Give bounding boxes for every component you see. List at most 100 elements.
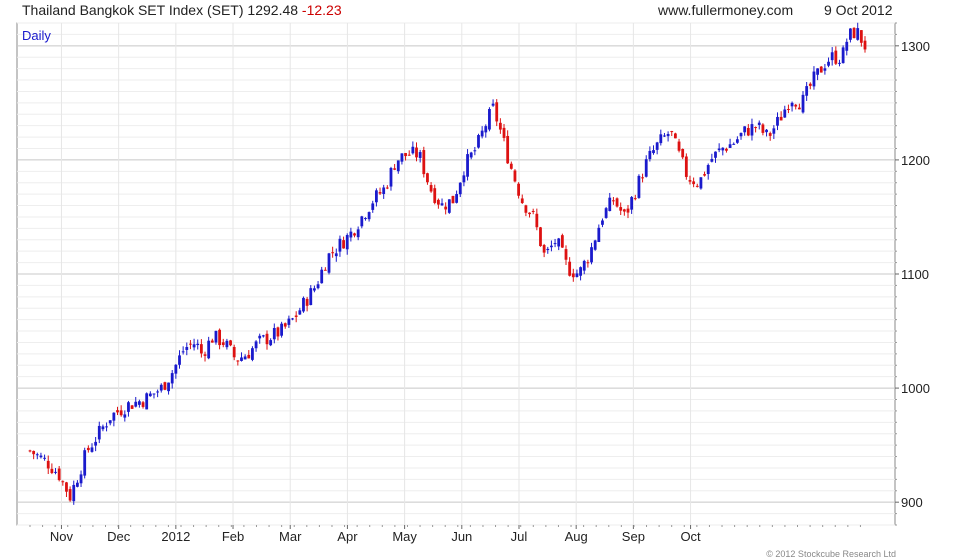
candle-body (841, 47, 845, 64)
candle-body (816, 68, 819, 75)
candle-body (50, 468, 54, 474)
candle-body (429, 185, 433, 192)
candle-body (495, 102, 499, 122)
candle-body (302, 297, 305, 312)
y-tick-label: 1100 (901, 267, 929, 282)
candle-body (39, 455, 43, 458)
candle-body (735, 139, 739, 143)
candle-body (794, 104, 798, 107)
candle-body (852, 27, 856, 39)
candle-body (834, 50, 838, 64)
candle-body (236, 360, 240, 362)
candle-body (378, 192, 382, 194)
candle-body (272, 327, 276, 340)
candle-body (134, 401, 138, 407)
candle-body (714, 151, 717, 158)
candle-body (797, 107, 801, 110)
candle-body (761, 124, 765, 133)
candle-body (269, 340, 273, 346)
candle-body (670, 131, 674, 133)
x-tick-label: Feb (222, 529, 244, 544)
candle-body (535, 213, 539, 228)
candle-body (97, 425, 101, 440)
candle-body (688, 180, 692, 182)
candle-body (838, 62, 841, 64)
candle-body (156, 391, 160, 393)
candle-body (127, 402, 130, 412)
candle-body (564, 249, 568, 260)
candle-body (342, 240, 345, 249)
y-axis: 900 1000 1100 1200 1300 (895, 22, 930, 526)
candle-body (185, 347, 189, 350)
candle-body (692, 181, 696, 185)
candle-body (477, 135, 480, 148)
candle-body (757, 122, 761, 125)
x-tick-label: May (392, 529, 417, 544)
candle-body (72, 484, 76, 502)
site-link[interactable]: www.fullermoney.com (658, 2, 794, 18)
candle-body (367, 212, 371, 220)
candle-body (261, 335, 265, 337)
candle-body (218, 329, 222, 346)
candle-body (488, 109, 491, 130)
x-tick-label: Oct (680, 529, 701, 544)
candle-body (76, 482, 79, 487)
candle-body (214, 330, 218, 343)
candle-body (240, 357, 243, 361)
candle-body (721, 147, 725, 151)
candle-body (732, 143, 736, 145)
candle-body (531, 210, 535, 212)
index-name: Thailand Bangkok SET Index (SET) (22, 2, 244, 18)
candle-body (520, 198, 524, 203)
candle-body (593, 240, 597, 250)
candle-body (805, 86, 809, 96)
x-tick-label: Mar (279, 529, 302, 544)
candle-body (641, 177, 644, 179)
candle-body (517, 183, 521, 196)
candle-body (243, 356, 247, 360)
candle-body (790, 102, 794, 107)
candle-body (725, 148, 728, 151)
candle-body (717, 148, 721, 151)
candle-body (189, 343, 192, 345)
candle-body (582, 260, 586, 271)
candle-body (287, 318, 291, 325)
candle-body (196, 343, 200, 346)
candle-body (823, 68, 827, 71)
candle-body (845, 41, 849, 51)
candle-body (276, 327, 280, 337)
candle-body (65, 482, 68, 492)
candle-body (579, 267, 582, 276)
candle-body (568, 261, 572, 276)
candle-body (703, 174, 706, 176)
candle-body (167, 382, 170, 392)
candle-body (28, 450, 32, 452)
candle-body (137, 401, 141, 405)
candle-body (148, 393, 152, 397)
candle-body (90, 447, 94, 452)
candle-body (772, 128, 776, 134)
candle-body (695, 185, 699, 187)
candle-body (374, 190, 378, 203)
candle-body (612, 200, 615, 202)
x-tick-label: Nov (50, 529, 74, 544)
candle-body (280, 323, 283, 336)
candle-body (615, 198, 619, 207)
candle-body (225, 340, 229, 348)
candle-body (54, 471, 57, 473)
candle-body (360, 216, 364, 227)
candle-body (396, 160, 400, 172)
candle-body (170, 373, 174, 384)
candle-body (863, 40, 867, 50)
candle-body (116, 410, 119, 413)
candle-body (265, 333, 269, 345)
candle-body (94, 441, 98, 446)
candle-body (553, 243, 557, 245)
candle-body (86, 447, 90, 451)
candle-body (364, 218, 367, 220)
candle-body (779, 116, 783, 121)
candle-body (422, 150, 426, 175)
candle-body (546, 248, 550, 251)
candle-body (506, 135, 510, 164)
candle-body (105, 426, 108, 428)
